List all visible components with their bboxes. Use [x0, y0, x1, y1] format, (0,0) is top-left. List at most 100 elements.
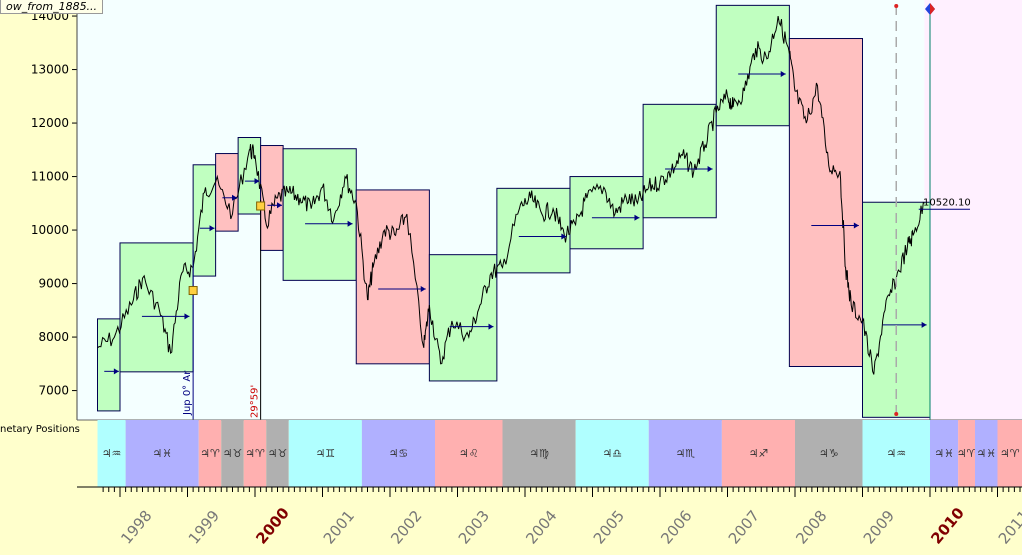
sign-glyph-10: ♃♎ [602, 447, 622, 460]
dashed-marker-top-dot [894, 4, 899, 8]
dashed-marker-bottom-dot [894, 412, 899, 416]
sign-glyph-0: ♃♒ [102, 447, 122, 460]
zodiac-box-13 [788, 38, 863, 367]
year-label-10: 2008 [792, 507, 830, 548]
trend-arrowhead-10 [634, 214, 640, 221]
sign-cell-11 [648, 420, 722, 487]
sign-glyph-2: ♃♈ [200, 447, 220, 460]
zodiac-box-1 [119, 242, 194, 373]
sign-cell-15 [930, 420, 959, 487]
zodiac-box-11 [642, 103, 717, 219]
zodiac-box-2 [192, 164, 217, 277]
sign-cell-10 [575, 420, 649, 487]
sign-cell-3 [221, 420, 244, 487]
trend-arrowhead-1 [184, 313, 190, 320]
signs-row-label: netary Positions [0, 424, 80, 435]
sign-glyph-3: ♃♉ [223, 447, 243, 460]
y-tick-label-3: 10000 [31, 223, 69, 237]
y-tick-label-4: 11000 [31, 170, 69, 184]
trend-arrowhead-2 [209, 225, 215, 232]
square-marker-1 [188, 286, 198, 296]
jupiter-aries-label: Jup 0° Ar [182, 370, 193, 416]
trend-arrowhead-5 [277, 202, 282, 209]
sign-glyph-16: ♃♈ [957, 447, 977, 460]
year-label-9: 2007 [725, 507, 763, 548]
sign-glyph-6: ♃♊ [315, 447, 335, 460]
price-line [97, 16, 925, 375]
trend-arrowhead-0 [113, 368, 119, 375]
trend-arrowhead-7 [420, 286, 426, 293]
zodiac-box-3 [215, 153, 239, 232]
last-price-label: 10520.10 [923, 197, 971, 208]
sign-glyph-13: ♃♑ [819, 447, 839, 460]
trend-arrowhead-8 [488, 323, 494, 330]
sign-glyph-1: ♃♓ [152, 447, 172, 460]
degree-label: 29°59' [250, 385, 261, 418]
trend-arrowhead-14 [921, 321, 927, 328]
y-tick-label-0: 7000 [38, 384, 69, 398]
square-marker-2 [256, 201, 266, 211]
sign-cell-14 [862, 420, 930, 487]
sign-glyph-14: ♃♒ [886, 447, 906, 460]
trend-arrowhead-6 [347, 220, 353, 227]
chart-title-tab[interactable]: ow_from_1885... [0, 0, 104, 14]
sign-cell-17 [975, 420, 998, 487]
sign-cell-5 [266, 420, 289, 487]
year-label-2: 2000 [252, 504, 293, 548]
sign-glyph-8: ♃♌ [459, 447, 479, 460]
year-label-5: 2003 [455, 507, 493, 548]
sign-glyph-7: ♃♋ [389, 447, 409, 460]
sign-cell-4 [243, 420, 267, 487]
red-diamond-half [930, 3, 935, 15]
y-tick-label-2: 9000 [38, 277, 69, 291]
y-tick-label-6: 13000 [31, 63, 69, 77]
sign-cell-1 [125, 420, 199, 487]
sign-glyph-5: ♃♉ [268, 447, 288, 460]
sign-cell-8 [435, 420, 503, 487]
zodiac-box-7 [355, 189, 430, 365]
sign-cell-2 [198, 420, 222, 487]
sign-cell-9 [502, 420, 576, 487]
zodiac-box-5 [260, 145, 284, 251]
sign-cell-18 [997, 420, 1022, 487]
zodiac-box-6 [282, 148, 357, 281]
trend-arrowhead-13 [853, 222, 859, 229]
sign-glyph-18: ♃♈ [1000, 447, 1020, 460]
sign-cell-13 [795, 420, 863, 487]
sign-glyph-15: ♃♓ [934, 447, 954, 460]
sign-glyph-4: ♃♈ [245, 447, 265, 460]
year-label-7: 2005 [590, 507, 628, 548]
zodiac-box-12 [715, 4, 790, 127]
sign-glyph-11: ♃♏ [675, 447, 695, 460]
y-tick-label-1: 8000 [38, 330, 69, 344]
year-label-13: 2011 [995, 507, 1022, 548]
y-tick-label-5: 12000 [31, 116, 69, 130]
sign-glyph-9: ♃♍ [529, 447, 549, 460]
sign-cell-16 [958, 420, 975, 487]
sign-cell-12 [721, 420, 795, 487]
year-label-11: 2009 [860, 507, 898, 548]
year-label-6: 2004 [522, 507, 560, 548]
year-label-3: 2001 [320, 507, 358, 548]
trend-arrowhead-9 [561, 233, 567, 240]
trend-arrowhead-4 [254, 178, 260, 185]
trend-arrowhead-11 [707, 165, 713, 172]
trend-arrowhead-3 [232, 194, 237, 201]
year-label-0: 1998 [117, 507, 155, 548]
sign-cell-0 [97, 420, 126, 487]
year-label-1: 1999 [185, 507, 223, 548]
sign-cell-7 [361, 420, 435, 487]
future-zone [924, 0, 1022, 487]
sign-glyph-12: ♃♐ [749, 447, 769, 460]
year-label-4: 2002 [387, 507, 425, 548]
zodiac-box-8 [428, 254, 498, 382]
zodiac-box-0 [97, 318, 121, 412]
year-label-8: 2006 [657, 507, 695, 548]
zodiac-box-9 [496, 187, 571, 274]
sign-glyph-17: ♃♓ [976, 447, 996, 460]
year-label-12: 2010 [927, 504, 968, 548]
sign-cell-6 [288, 420, 362, 487]
trend-arrowhead-12 [780, 70, 786, 77]
